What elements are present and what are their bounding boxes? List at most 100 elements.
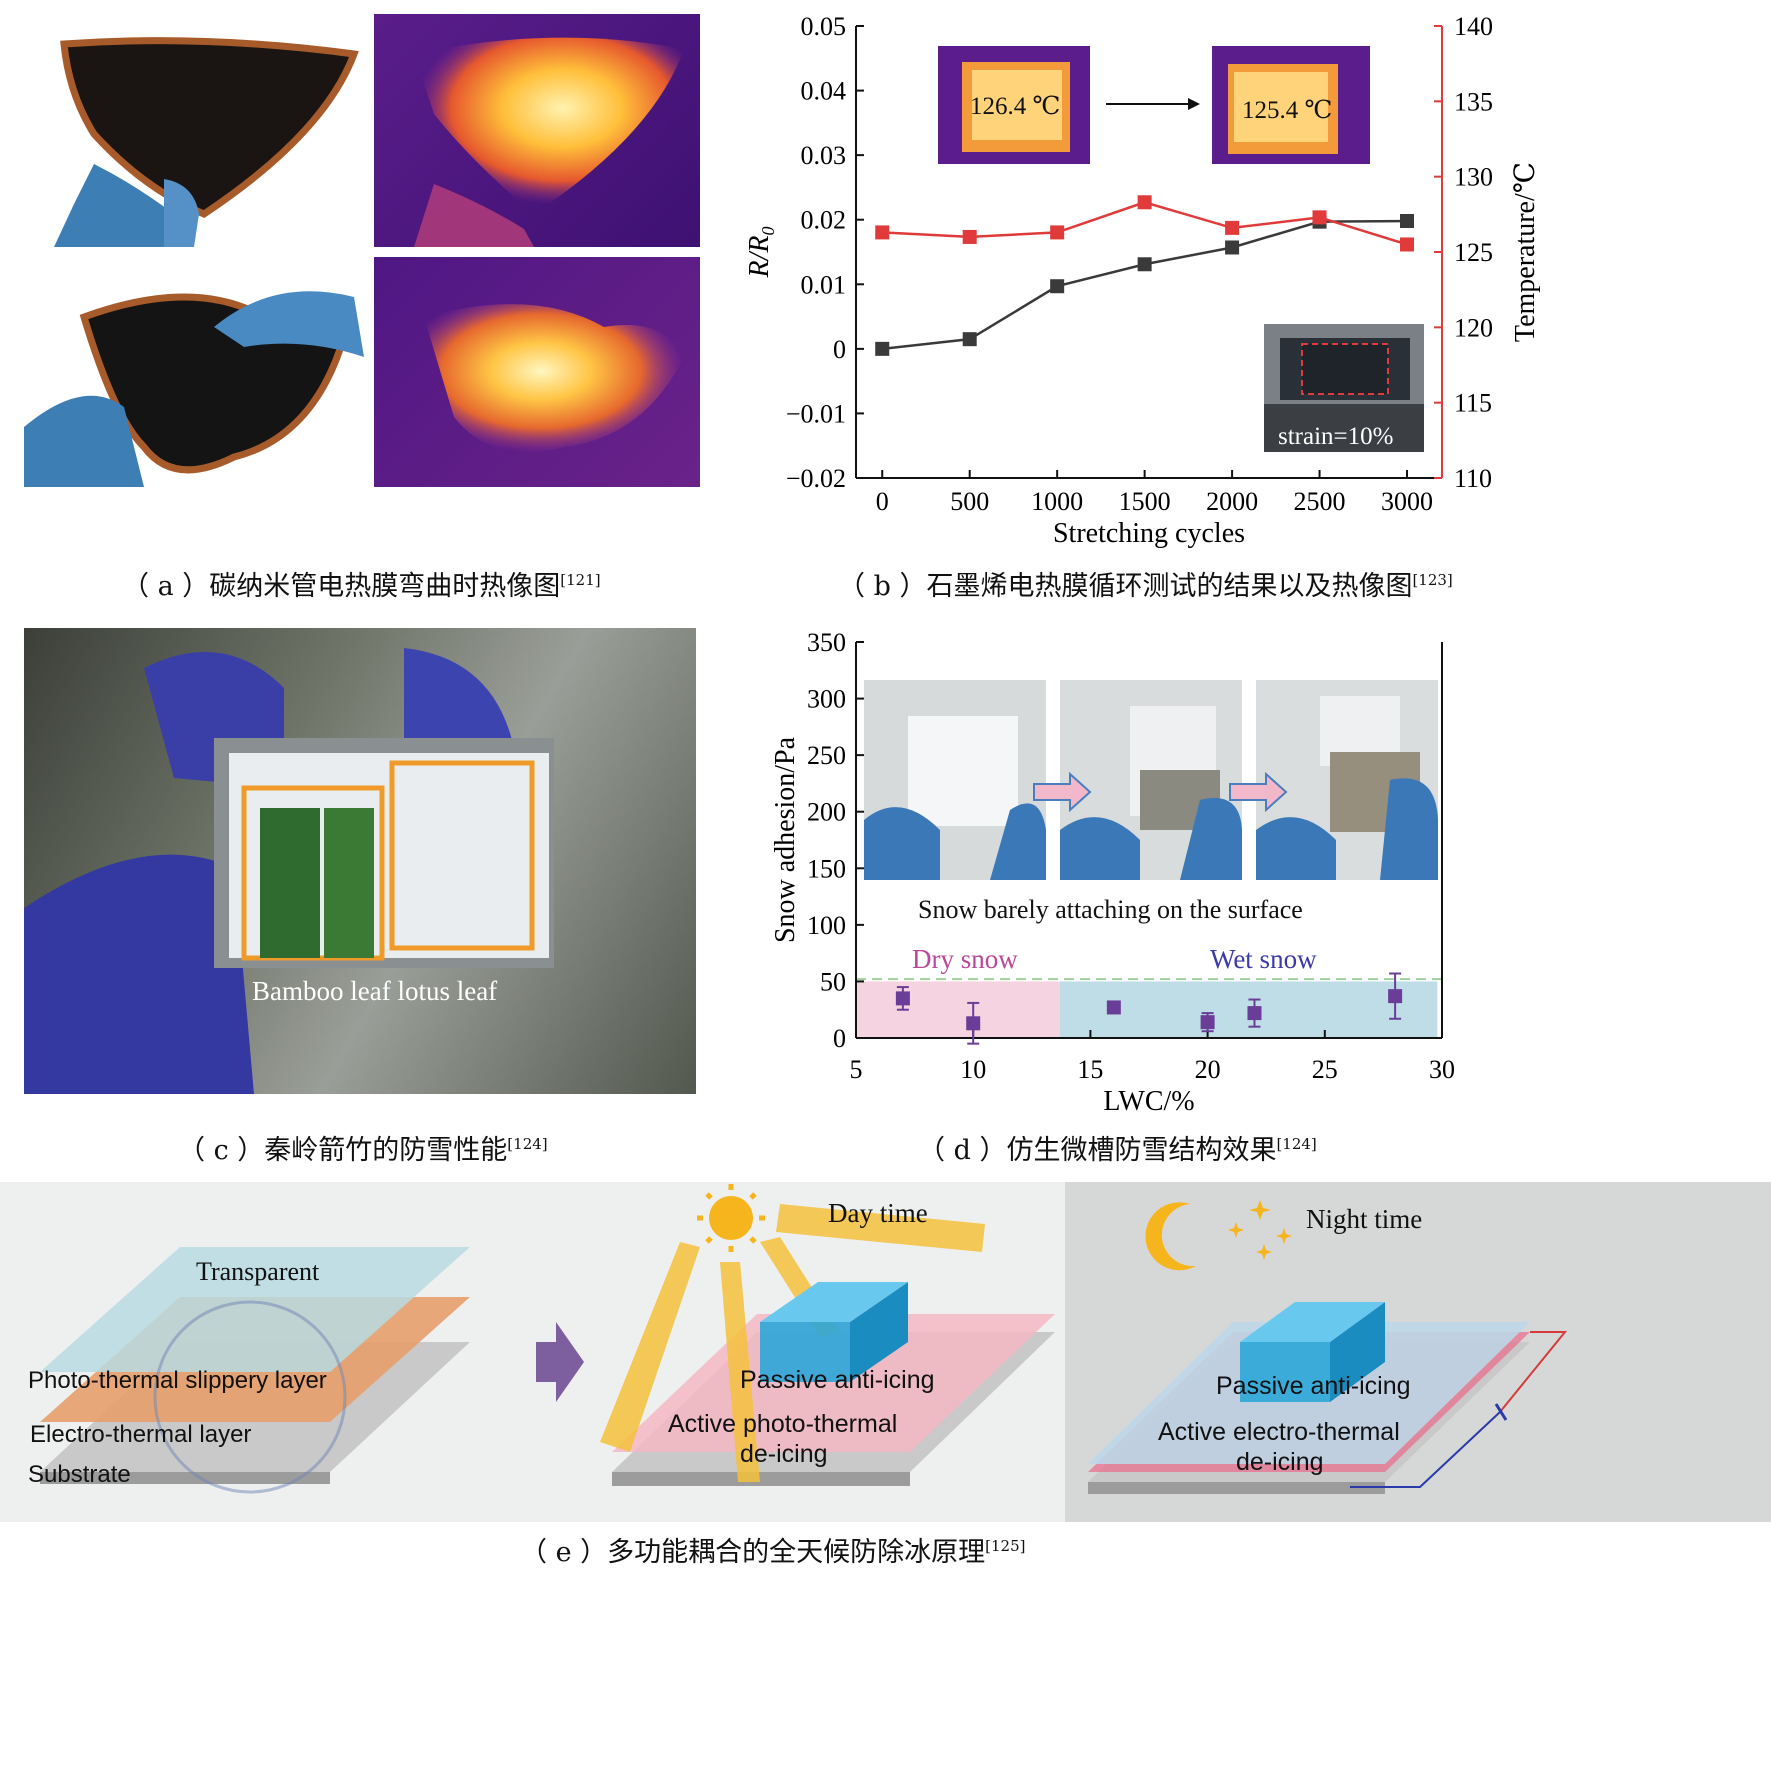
moon-icon: [1145, 1202, 1196, 1271]
chart-b-y2label: Temperature/℃: [1510, 162, 1540, 342]
passive-anti-icing-day-label: Passive anti-icing: [740, 1366, 935, 1394]
caption-e-text: （ e ）多功能耦合的全天候防除冰原理: [520, 1537, 986, 1568]
chart-d-ytick-label: 300: [807, 685, 846, 714]
chart-b-point-left: [1050, 279, 1065, 294]
chart-d-ytick-label: 350: [807, 628, 846, 657]
snow-inset-photos: [864, 680, 1438, 880]
chart-d-xtick-label: 5: [850, 1055, 863, 1084]
night-time-label: Night time: [1306, 1204, 1422, 1234]
bamboo-lotus-label: Bamboo leaf lotus leaf: [252, 976, 497, 1006]
bent-film-photo: [54, 37, 359, 247]
panel-a-bottom-thermal: [374, 257, 700, 487]
chart-d-xtick-label: 20: [1195, 1055, 1221, 1084]
chart-b-xtick-label: 3000: [1381, 487, 1433, 516]
chart-b-point-right: [1050, 225, 1065, 240]
caption-b: （ b ）石墨烯电热膜循环测试的结果以及热像图[123]: [838, 564, 1453, 603]
caption-c-text: （ c ）秦岭箭竹的防雪性能: [178, 1135, 508, 1166]
stars-icon: [1228, 1200, 1292, 1260]
chart-d-xtick-label: 15: [1077, 1055, 1103, 1084]
night-scene: [1088, 1302, 1568, 1494]
caption-d-ref: [124]: [1276, 1135, 1317, 1153]
active-photo-thermal-label: Active photo-thermal: [668, 1410, 897, 1438]
electro-thermal-layer-label: Electro-thermal layer: [30, 1421, 251, 1448]
chart-b-xlabel: Stretching cycles: [1053, 518, 1245, 549]
chart-d-ytick-label: 0: [833, 1024, 846, 1053]
chart-b-point-left: [1137, 257, 1152, 272]
dry-snow-band: [856, 981, 1060, 1038]
inset-strain-label: strain=10%: [1278, 423, 1393, 450]
caption-e-ref: [125]: [985, 1537, 1026, 1555]
sun-icon: [697, 1184, 765, 1252]
chart-b-y2tick-label: 115: [1454, 389, 1492, 418]
thermal-inset-left: 126.4 ℃: [938, 46, 1090, 164]
chart-d-xlabel: LWC/%: [1103, 1086, 1194, 1117]
day-scene: [600, 1204, 1055, 1486]
chart-d-point: [895, 991, 910, 1006]
wet-snow-label: Wet snow: [1210, 944, 1317, 974]
dry-snow-label: Dry snow: [912, 944, 1018, 974]
chart-b-y2tick-label: 120: [1454, 313, 1493, 342]
thermal-inset-right: 125.4 ℃: [1212, 46, 1370, 164]
layer-stack: [40, 1247, 470, 1494]
chart-b-ytick-label: −0.02: [786, 464, 846, 493]
chart-d-point: [1388, 989, 1403, 1004]
chart-b-xtick-label: 2500: [1294, 487, 1346, 516]
chart-b-ytick-label: −0.01: [786, 399, 846, 428]
chart-b-point-right: [875, 225, 890, 240]
caption-d: （ d ）仿生微槽防雪结构效果[124]: [918, 1128, 1317, 1167]
caption-a-text: （ a ）碳纳米管电热膜弯曲时热像图: [122, 571, 561, 602]
chart-b-y2tick-label: 110: [1454, 464, 1492, 493]
chart-b-ylabel: R/R0: [744, 227, 778, 279]
chart-d-xtick-label: 25: [1312, 1055, 1338, 1084]
day-time-label: Day time: [828, 1198, 928, 1228]
chart-b-ytick-label: 0.05: [801, 12, 847, 41]
chart-d-point: [966, 1016, 981, 1031]
transparent-label: Transparent: [196, 1257, 320, 1286]
chart-b-ytick-label: 0.01: [801, 270, 847, 299]
substrate-label: Substrate: [28, 1461, 131, 1488]
active-electro-deicing-label: de-icing: [1236, 1448, 1324, 1476]
passive-anti-icing-night-label: Passive anti-icing: [1216, 1372, 1411, 1400]
caption-d-text: （ d ）仿生微槽防雪结构效果: [918, 1135, 1277, 1166]
active-electro-thermal-label: Active electro-thermal: [1158, 1418, 1400, 1446]
caption-e: （ e ）多功能耦合的全天候防除冰原理[125]: [520, 1530, 1026, 1569]
caption-c-ref: [124]: [507, 1135, 548, 1153]
caption-b-ref: [123]: [1412, 571, 1453, 589]
caption-b-text: （ b ）石墨烯电热膜循环测试的结果以及热像图: [838, 571, 1413, 602]
panel-e-diagram: Transparent Photo-thermal slippery layer…: [0, 1182, 1771, 1522]
chart-b-y2tick-label: 125: [1454, 238, 1493, 267]
chart-b-ytick-label: 0.03: [801, 141, 847, 170]
chart-b-xtick-label: 2000: [1206, 487, 1258, 516]
chart-d-point: [1200, 1015, 1215, 1030]
chart-b-y2tick-label: 130: [1454, 163, 1493, 192]
photo-thermal-layer-label: Photo-thermal slippery layer: [28, 1367, 327, 1394]
chart-b-point-left: [1400, 214, 1415, 229]
arrow-right-icon: [1106, 98, 1200, 110]
strain-inset-photo: strain=10%: [1264, 324, 1424, 452]
chart-b-ytick-label: 0: [833, 335, 846, 364]
panel-a-top-thermal: [374, 14, 700, 247]
chart-d-ylabel: Snow adhesion/Pa: [770, 736, 801, 943]
active-photo-deicing-label: de-icing: [740, 1440, 828, 1468]
process-arrow-icon: [536, 1322, 584, 1402]
chart-b-ytick-label: 0.04: [801, 77, 847, 106]
inset-right-temp: 125.4 ℃: [1242, 97, 1332, 124]
chart-b-point-left: [1225, 240, 1240, 255]
chart-b-xtick-label: 500: [950, 487, 989, 516]
chart-b-point-right: [1312, 210, 1327, 225]
inset-left-temp: 126.4 ℃: [970, 93, 1060, 120]
chart-b-point-left: [962, 332, 977, 347]
caption-a: （ a ）碳纳米管电热膜弯曲时热像图[121]: [122, 564, 601, 603]
chart-d-point: [1106, 1000, 1121, 1015]
chart-b-xtick-label: 0: [876, 487, 889, 516]
panel-a-top-photo: [24, 14, 364, 247]
chart-d-ytick-label: 200: [807, 798, 846, 827]
chart-d-ytick-label: 50: [820, 967, 846, 996]
chart-b-point-left: [875, 341, 890, 356]
panel-c-photo: Bamboo leaf lotus leaf: [24, 628, 696, 1094]
chart-b: 0.05 0.04 0.03 0.02 0.01 0 −0.01 −0.02 140 135 130…: [744, 12, 1540, 549]
snow-inset-caption: Snow barely attaching on the surface: [918, 895, 1303, 924]
chart-b-y2tick-label: 135: [1454, 87, 1493, 116]
chart-d-xtick-label: 10: [960, 1055, 986, 1084]
chart-d-ytick-label: 150: [807, 854, 846, 883]
